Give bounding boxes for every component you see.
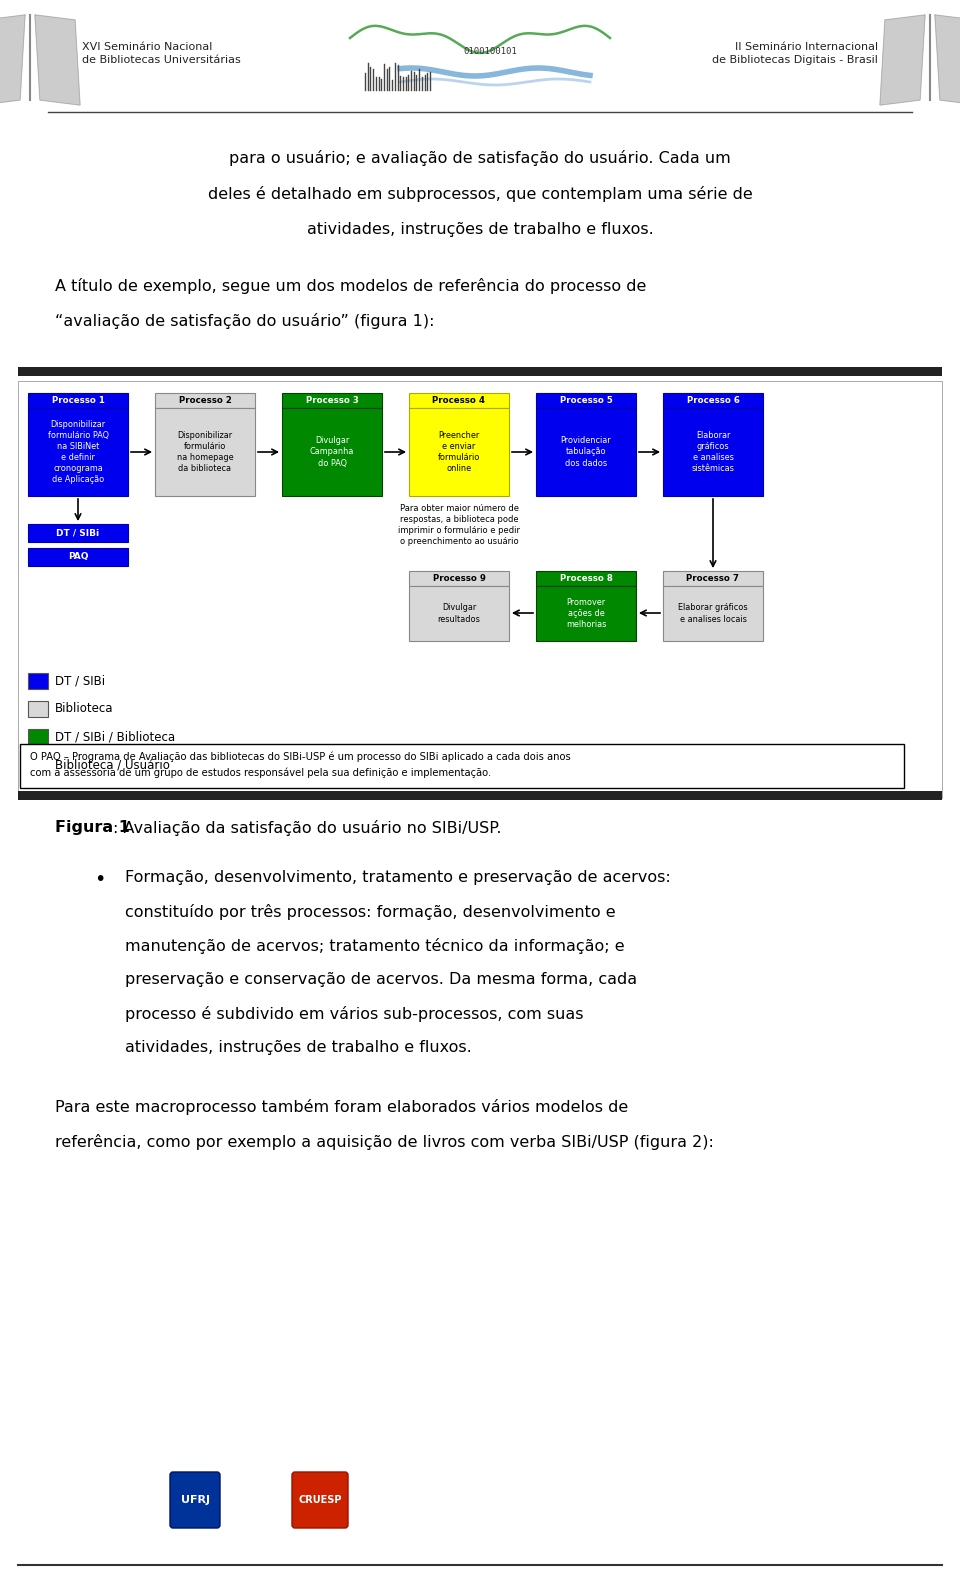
Bar xyxy=(18,381,942,798)
FancyBboxPatch shape xyxy=(20,744,904,788)
Text: UFRJ: UFRJ xyxy=(180,1496,209,1505)
Text: referência, como por exemplo a aquisição de livros com verba SIBi/USP (figura 2): referência, como por exemplo a aquisição… xyxy=(55,1134,714,1150)
Text: II Seminário Internacional
de Bibliotecas Digitais - Brasil: II Seminário Internacional de Biblioteca… xyxy=(712,41,878,65)
Text: Processo 8: Processo 8 xyxy=(560,574,612,584)
Text: Elaborar gráficos
e analises locais: Elaborar gráficos e analises locais xyxy=(678,603,748,623)
Text: Processo 1: Processo 1 xyxy=(52,396,105,404)
Bar xyxy=(155,408,255,496)
Text: Biblioteca / Usuário: Biblioteca / Usuário xyxy=(55,758,170,771)
Text: Elaborar
gráficos
e analises
sistêmicas: Elaborar gráficos e analises sistêmicas xyxy=(691,431,734,473)
Polygon shape xyxy=(935,14,960,105)
Text: constituído por três processos: formação, desenvolvimento e: constituído por três processos: formação… xyxy=(125,904,615,920)
Text: Formação, desenvolvimento, tratamento e preservação de acervos:: Formação, desenvolvimento, tratamento e … xyxy=(125,871,671,885)
Bar xyxy=(28,549,128,566)
Text: Processo 2: Processo 2 xyxy=(179,396,231,404)
Polygon shape xyxy=(0,14,25,105)
Text: Promover
ações de
melhorias: Promover ações de melhorias xyxy=(565,598,606,630)
Text: manutenção de acervos; tratamento técnico da informação; e: manutenção de acervos; tratamento técnic… xyxy=(125,937,625,955)
Polygon shape xyxy=(35,14,80,105)
Text: Preencher
e enviar
formulário
online: Preencher e enviar formulário online xyxy=(438,431,480,473)
Bar xyxy=(663,571,763,585)
Text: Divulgar
resultados: Divulgar resultados xyxy=(438,603,480,623)
Text: A título de exemplo, segue um dos modelos de referência do processo de: A título de exemplo, segue um dos modelo… xyxy=(55,278,646,293)
FancyBboxPatch shape xyxy=(292,1472,348,1527)
Bar xyxy=(663,393,763,408)
Text: atividades, instruções de trabalho e fluxos.: atividades, instruções de trabalho e flu… xyxy=(125,1040,471,1055)
Text: deles é detalhado em subprocessos, que contemplam uma série de: deles é detalhado em subprocessos, que c… xyxy=(207,186,753,201)
Text: preservação e conservação de acervos. Da mesma forma, cada: preservação e conservação de acervos. Da… xyxy=(125,972,637,986)
Text: CRUESP: CRUESP xyxy=(299,1496,342,1505)
Bar xyxy=(536,571,636,585)
Text: Para este macroprocesso também foram elaborados vários modelos de: Para este macroprocesso também foram ela… xyxy=(55,1099,628,1115)
Bar xyxy=(536,585,636,641)
Text: Figura 1: Figura 1 xyxy=(55,820,130,834)
Text: Disponibilizar
formulário PAQ
na SIBiNet
e definir
cronograma
de Aplicação: Disponibilizar formulário PAQ na SIBiNet… xyxy=(47,420,108,484)
Text: “avaliação de satisfação do usuário” (figura 1):: “avaliação de satisfação do usuário” (fi… xyxy=(55,312,435,328)
Bar xyxy=(282,408,382,496)
Bar xyxy=(409,408,509,496)
Text: : Avaliação da satisfação do usuário no SIBi/USP.: : Avaliação da satisfação do usuário no … xyxy=(113,820,501,836)
Bar xyxy=(18,366,942,376)
Text: Processo 3: Processo 3 xyxy=(305,396,358,404)
Bar xyxy=(18,791,942,799)
Bar xyxy=(28,701,48,717)
Text: DT / SIBi: DT / SIBi xyxy=(57,528,100,538)
Bar xyxy=(409,585,509,641)
Bar xyxy=(536,393,636,408)
Bar xyxy=(409,571,509,585)
Bar xyxy=(155,393,255,408)
Bar xyxy=(536,408,636,496)
Bar xyxy=(28,408,128,496)
FancyBboxPatch shape xyxy=(170,1472,220,1527)
Text: processo é subdivido em vários sub-processos, com suas: processo é subdivido em vários sub-proce… xyxy=(125,1006,584,1021)
Text: PAQ: PAQ xyxy=(68,552,88,561)
Text: Processo 4: Processo 4 xyxy=(433,396,486,404)
Bar xyxy=(663,585,763,641)
Bar xyxy=(28,393,128,408)
Text: com a assessoria de um grupo de estudos responsável pela sua definição e impleme: com a assessoria de um grupo de estudos … xyxy=(30,768,492,777)
Text: Biblioteca: Biblioteca xyxy=(55,703,113,715)
Text: para o usuário; e avaliação de satisfação do usuário. Cada um: para o usuário; e avaliação de satisfaçã… xyxy=(229,151,731,167)
Text: Disponibilizar
formulário
na homepage
da biblioteca: Disponibilizar formulário na homepage da… xyxy=(177,431,233,473)
Text: Para obter maior número de
respostas, a biblioteca pode
imprimir o formulário e : Para obter maior número de respostas, a … xyxy=(398,504,520,546)
Text: Processo 9: Processo 9 xyxy=(433,574,486,584)
Text: DT / SIBi: DT / SIBi xyxy=(55,674,106,687)
Bar xyxy=(28,672,48,688)
Bar xyxy=(409,393,509,408)
Text: Processo 5: Processo 5 xyxy=(560,396,612,404)
Bar xyxy=(28,730,48,745)
Text: •: • xyxy=(94,871,106,890)
Text: Divulgar
Campanha
do PAQ: Divulgar Campanha do PAQ xyxy=(310,436,354,468)
Text: Providenciar
tabulação
dos dados: Providenciar tabulação dos dados xyxy=(561,436,612,468)
Polygon shape xyxy=(880,14,925,105)
Text: Processo 6: Processo 6 xyxy=(686,396,739,404)
Bar xyxy=(663,408,763,496)
Text: O PAQ – Programa de Avaliação das bibliotecas do SIBi-USP é um processo do SIBi : O PAQ – Programa de Avaliação das biblio… xyxy=(30,752,571,761)
Bar xyxy=(28,523,128,542)
Text: 0100100101: 0100100101 xyxy=(463,48,516,57)
Bar xyxy=(28,757,48,772)
Text: Processo 7: Processo 7 xyxy=(686,574,739,584)
Bar xyxy=(282,393,382,408)
Text: DT / SIBi / Biblioteca: DT / SIBi / Biblioteca xyxy=(55,731,175,744)
Text: atividades, instruções de trabalho e fluxos.: atividades, instruções de trabalho e flu… xyxy=(306,222,654,236)
Text: XVI Seminário Nacional
de Bibliotecas Universitárias: XVI Seminário Nacional de Bibliotecas Un… xyxy=(82,41,241,65)
